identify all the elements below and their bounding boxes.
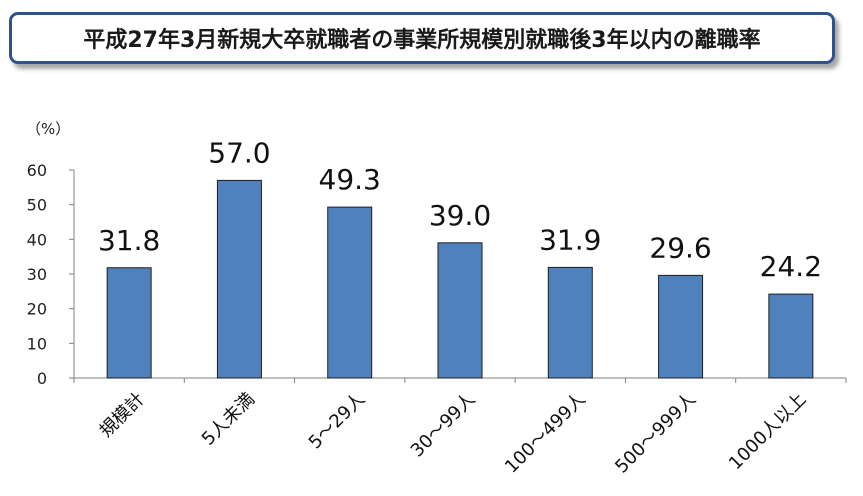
- x-category-label: 1000人以上: [725, 389, 810, 474]
- y-tick-label: 20: [27, 300, 47, 319]
- x-category-label: 100～499人: [501, 389, 590, 478]
- bar: [106, 267, 152, 379]
- x-category-label: 5～29人: [305, 389, 370, 454]
- bar: [768, 293, 814, 379]
- bar: [658, 274, 704, 379]
- bar-value-label: 29.6: [649, 231, 711, 264]
- x-category-label: 30～99人: [407, 389, 480, 462]
- bar-value-label: 39.0: [429, 199, 491, 232]
- bar: [547, 266, 593, 379]
- bar: [437, 242, 483, 379]
- bar-value-label: 24.2: [760, 250, 822, 283]
- x-category-label: 規模計: [96, 389, 149, 442]
- bar-value-label: 31.8: [98, 224, 160, 257]
- y-axis-unit-label: （%）: [26, 120, 71, 138]
- x-category-label: 5人未満: [198, 389, 259, 450]
- bar: [327, 206, 373, 379]
- x-category-label: 500～999人: [611, 389, 700, 478]
- chart-title-box: 平成27年3月新規大卒就職者の事業所規模別就職後3年以内の離職率: [9, 12, 835, 64]
- y-tick-label: 50: [27, 196, 47, 215]
- bar: [216, 179, 262, 379]
- y-tick-label: 10: [27, 334, 47, 353]
- bar-value-label: 31.9: [539, 223, 601, 256]
- y-tick-label: 40: [27, 230, 47, 249]
- y-tick-label: 30: [27, 265, 47, 284]
- bar-value-label: 57.0: [208, 136, 270, 169]
- bar-value-label: 49.3: [319, 163, 381, 196]
- y-tick-label: 0: [37, 369, 47, 388]
- y-tick-label: 60: [27, 161, 47, 180]
- chart-title: 平成27年3月新規大卒就職者の事業所規模別就職後3年以内の離職率: [83, 28, 761, 53]
